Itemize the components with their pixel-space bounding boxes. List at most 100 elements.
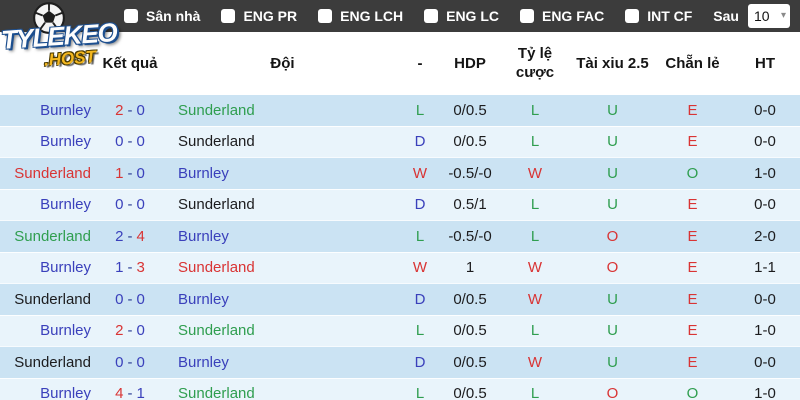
league-filter-checkbox-item[interactable]: ENG LCH [318, 8, 403, 24]
checkbox-icon[interactable] [221, 9, 236, 23]
match-count-select[interactable]: 10 ▾ [747, 4, 790, 28]
hdp-value: 0.5/1 [453, 196, 487, 214]
table-row: Sunderland 2-4 Burnley L -0.5/-0 L O E 2… [0, 220, 800, 252]
checkbox-icon[interactable] [625, 9, 640, 23]
away-team[interactable]: Sunderland [178, 322, 255, 340]
checkbox-label: ENG FAC [541, 8, 605, 24]
away-team[interactable]: Burnley [178, 164, 229, 182]
checkbox-icon[interactable] [318, 9, 333, 23]
home-score: 0 [115, 196, 124, 214]
soccer-ball-icon [32, 1, 66, 40]
home-score: 1 [115, 164, 124, 182]
league-filter-checkbox-item[interactable]: ENG FAC [519, 8, 605, 24]
header-dash: - [417, 55, 423, 72]
over-under-letter: U [607, 133, 618, 151]
checkbox-label: ENG PR [243, 8, 298, 24]
score-cell: 2-0 [95, 322, 165, 339]
over-under-letter: U [607, 164, 618, 182]
away-team[interactable]: Sunderland [178, 385, 255, 400]
away-score: 0 [136, 164, 145, 182]
away-team[interactable]: Sunderland [178, 259, 255, 277]
score-separator: - [127, 227, 133, 245]
odd-even-letter: O [686, 385, 699, 400]
league-filter-checkbox-item[interactable]: ENG PR [221, 8, 297, 24]
over-under-letter: O [606, 259, 619, 277]
checkbox-icon[interactable] [424, 9, 439, 23]
odds-letter: L [530, 227, 540, 245]
away-score: 4 [136, 227, 145, 245]
away-score: 0 [136, 322, 145, 340]
checkbox-label: ENG LCH [340, 8, 404, 24]
away-team[interactable]: Burnley [178, 227, 229, 245]
odd-even-letter: E [687, 259, 698, 277]
odds-letter: W [527, 164, 543, 182]
hdp-value: -0.5/-0 [448, 164, 492, 182]
score-separator: - [127, 353, 133, 371]
home-team[interactable]: Burnley [40, 322, 91, 340]
odds-letter: W [527, 353, 543, 371]
result-letter: L [415, 227, 425, 245]
score-separator: - [127, 290, 133, 308]
score-separator: - [127, 101, 133, 119]
home-team[interactable]: Sunderland [14, 290, 91, 308]
home-team[interactable]: Burnley [40, 385, 91, 400]
checkbox-icon[interactable] [519, 9, 534, 23]
away-score: 0 [136, 196, 145, 214]
result-letter: W [412, 259, 428, 277]
home-team[interactable]: Burnley [40, 133, 91, 151]
ht-score: 0-0 [754, 101, 776, 119]
hdp-value: -0.5/-0 [448, 227, 492, 245]
home-score: 0 [115, 133, 124, 151]
table-row: Burnley 1-3 Sunderland W 1 W O E 1-1 [0, 251, 800, 283]
result-letter: W [412, 164, 428, 182]
hdp-value: 0/0.5 [453, 101, 487, 119]
league-filter-checkbox-item[interactable]: INT CF [625, 8, 692, 24]
home-score: 0 [115, 353, 124, 371]
filter-bar: Sân nhà ENG PR ENG LCH ENG LC ENG FAC IN… [0, 0, 800, 32]
away-team[interactable]: Sunderland [178, 133, 255, 151]
site-logo: TYLEKEO .HOST [0, 0, 124, 84]
header-hdp: HDP [454, 55, 486, 72]
score-cell: 0-0 [95, 196, 165, 213]
ht-score: 1-0 [754, 385, 776, 400]
odd-even-letter: E [687, 322, 698, 340]
ht-score: 1-0 [754, 322, 776, 340]
league-filter-checkbox-item[interactable]: ENG LC [424, 8, 499, 24]
header-ht: HT [755, 55, 775, 72]
away-team[interactable]: Burnley [178, 290, 229, 308]
score-cell: 2-4 [95, 228, 165, 245]
header-team: Đội [270, 55, 295, 72]
home-team[interactable]: Sunderland [14, 353, 91, 371]
away-score: 0 [136, 133, 145, 151]
home-team[interactable]: Burnley [40, 259, 91, 277]
ht-score: 0-0 [754, 133, 776, 151]
home-team[interactable]: Sunderland [14, 227, 91, 245]
over-under-letter: U [607, 290, 618, 308]
home-team[interactable]: Burnley [40, 196, 91, 214]
score-cell: 0-0 [95, 354, 165, 371]
away-team[interactable]: Burnley [178, 353, 229, 371]
score-cell: 0-0 [95, 291, 165, 308]
match-count-value: 10 [753, 8, 770, 24]
chevron-down-icon: ▾ [780, 10, 786, 21]
league-filter-checkbox-item[interactable]: Sân nhà [124, 8, 200, 24]
over-under-letter: U [607, 322, 618, 340]
table-body: Burnley 2-0 Sunderland L 0/0.5 L U E 0-0… [0, 95, 800, 400]
home-team[interactable]: Burnley [40, 101, 91, 119]
over-under-letter: U [607, 196, 618, 214]
ht-score: 1-0 [754, 164, 776, 182]
ht-score: 0-0 [754, 196, 776, 214]
ht-score: 0-0 [754, 353, 776, 371]
away-team[interactable]: Sunderland [178, 101, 255, 119]
over-under-letter: U [607, 353, 618, 371]
away-team[interactable]: Sunderland [178, 196, 255, 214]
checkbox-icon[interactable] [124, 9, 138, 23]
hdp-value: 0/0.5 [453, 322, 487, 340]
score-cell: 1-3 [95, 259, 165, 276]
score-separator: - [127, 385, 133, 400]
hdp-value: 0/0.5 [453, 133, 487, 151]
home-team[interactable]: Sunderland [14, 164, 91, 182]
result-letter: D [414, 133, 426, 151]
home-score: 4 [115, 385, 124, 400]
